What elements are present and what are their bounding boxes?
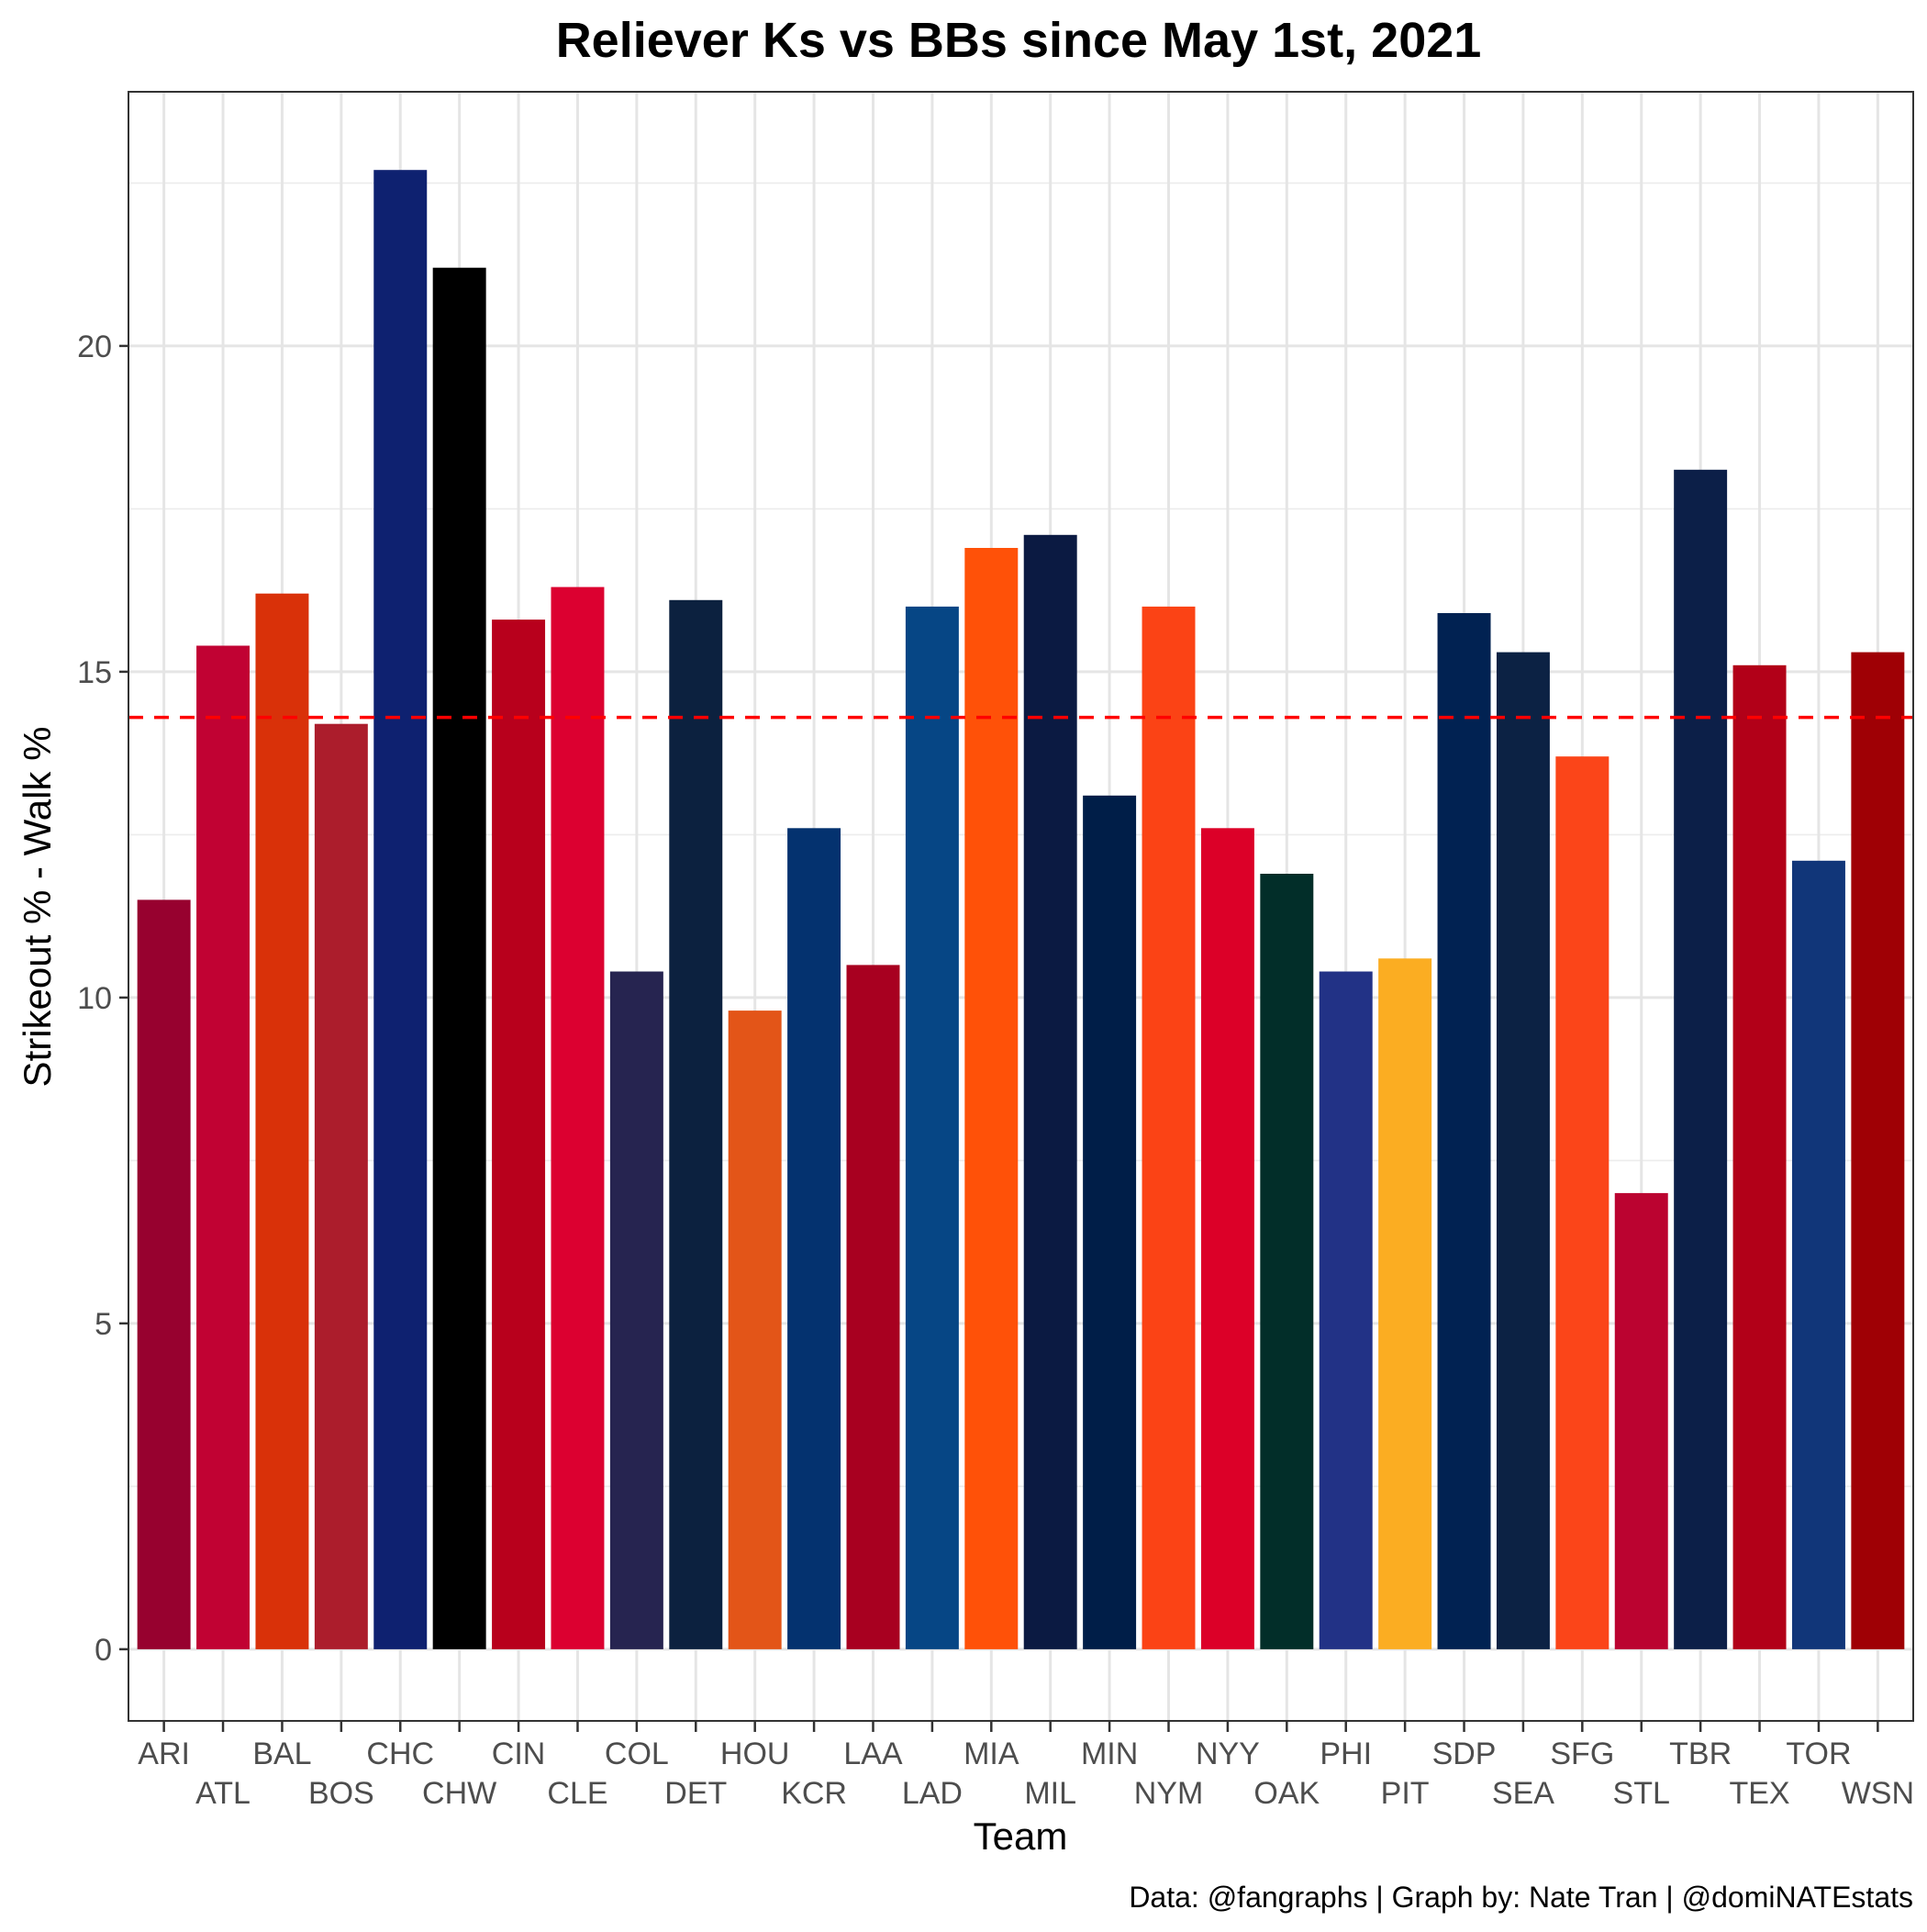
bar-chw <box>432 267 486 1649</box>
bar-cin <box>492 620 546 1649</box>
bar-ari <box>137 899 191 1649</box>
x-tick-label-bos: BOS <box>308 1776 374 1811</box>
x-tick-label-bal: BAL <box>252 1737 311 1771</box>
bar-stl <box>1614 1192 1668 1649</box>
x-tick-label-chw: CHW <box>422 1776 496 1811</box>
x-tick-label-tex: TEX <box>1729 1776 1789 1811</box>
x-tick-label-nyy: NYY <box>1196 1737 1260 1771</box>
x-tick-label-sfg: SFG <box>1550 1737 1614 1771</box>
bar-hou <box>728 1011 782 1649</box>
x-tick-label-pit: PIT <box>1381 1776 1430 1811</box>
x-tick-label-nym: NYM <box>1134 1776 1204 1811</box>
x-tick-label-laa: LAA <box>843 1737 903 1771</box>
bar-bal <box>255 593 309 1649</box>
bar-sea <box>1496 652 1550 1649</box>
bar-cle <box>551 586 605 1649</box>
bar-wsn <box>1851 652 1905 1649</box>
x-tick-label-kcr: KCR <box>781 1776 847 1811</box>
bar-mil <box>1023 534 1077 1649</box>
y-tick-label: 15 <box>77 655 112 690</box>
x-tick-label-hou: HOU <box>720 1737 790 1771</box>
x-tick-label-atl: ATL <box>195 1776 251 1811</box>
x-tick-label-oak: OAK <box>1253 1776 1320 1811</box>
bar-atl <box>196 645 251 1649</box>
x-tick-label-lad: LAD <box>902 1776 963 1811</box>
bar-min <box>1083 795 1137 1649</box>
x-tick-label-det: DET <box>664 1776 727 1811</box>
x-tick-label-mil: MIL <box>1024 1776 1076 1811</box>
bar-laa <box>846 965 900 1649</box>
x-tick-label-wsn: WSN <box>1842 1776 1914 1811</box>
x-tick-label-ari: ARI <box>138 1737 190 1771</box>
chart-title: Reliever Ks vs BBs since May 1st, 2021 <box>556 13 1482 68</box>
bar-kcr <box>787 828 841 1649</box>
y-tick-label: 20 <box>77 329 112 364</box>
bar-lad <box>905 606 959 1649</box>
x-tick-label-chc: CHC <box>366 1737 434 1771</box>
bar-nym <box>1142 606 1196 1649</box>
x-tick-label-min: MIN <box>1081 1737 1138 1771</box>
bar-sfg <box>1555 756 1610 1649</box>
bar-bos <box>314 723 368 1649</box>
panel-border <box>128 91 1914 1722</box>
x-tick-label-sea: SEA <box>1492 1776 1554 1811</box>
x-tick-label-stl: STL <box>1613 1776 1670 1811</box>
bars <box>137 170 1905 1649</box>
bar-chc <box>373 170 428 1649</box>
caption: Data: @fangraphs | Graph by: Nate Tran |… <box>1129 1881 1913 1914</box>
bar-tbr <box>1674 469 1728 1649</box>
x-tick-label-tbr: TBR <box>1669 1737 1732 1771</box>
y-tick-label: 0 <box>95 1633 112 1668</box>
x-tick-label-phi: PHI <box>1320 1737 1372 1771</box>
bar-pit <box>1378 958 1432 1649</box>
x-tick-label-tor: TOR <box>1786 1737 1851 1771</box>
bar-phi <box>1319 971 1373 1649</box>
x-tick-label-sdp: SDP <box>1432 1737 1497 1771</box>
y-tick-label: 5 <box>95 1307 112 1342</box>
bar-tex <box>1732 664 1787 1649</box>
bar-oak <box>1260 874 1314 1649</box>
x-tick-label-col: COL <box>605 1737 669 1771</box>
x-tick-label-cin: CIN <box>492 1737 546 1771</box>
x-tick-label-cle: CLE <box>547 1776 607 1811</box>
x-tick-label-mia: MIA <box>964 1737 1019 1771</box>
bar-tor <box>1791 860 1845 1649</box>
y-axis: 0 5 10 15 20 <box>77 329 128 1668</box>
y-axis-title: Strikeout % - Walk % <box>16 727 59 1088</box>
bar-col <box>609 971 663 1649</box>
bar-nyy <box>1200 828 1254 1649</box>
x-axis-title: Team <box>974 1815 1068 1858</box>
bar-sdp <box>1437 613 1491 1649</box>
bar-mia <box>964 548 1019 1649</box>
bar-det <box>669 599 723 1649</box>
y-tick-label: 10 <box>77 981 112 1016</box>
